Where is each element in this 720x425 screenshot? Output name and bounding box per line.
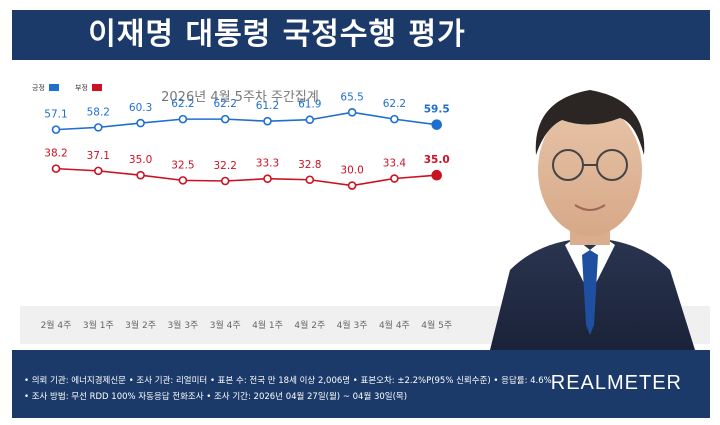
x-tick-label-8: 4월 4주 (379, 319, 410, 331)
data-label-1-1: 37.1 (87, 150, 110, 162)
chart-subtitle: 2026년 4월 5주차 주간집계 (161, 90, 319, 105)
data-label-0-0: 57.1 (44, 109, 67, 121)
data-label-1-5: 33.3 (256, 158, 279, 170)
president-portrait (490, 90, 695, 350)
data-label-0-6: 61.9 (298, 99, 321, 111)
data-point-1-0 (51, 164, 61, 173)
data-label-1-2: 35.0 (129, 154, 152, 166)
data-label-1-6: 32.8 (298, 159, 321, 171)
survey-info-footer: • 의뢰 기관: 에너지경제신문 • 조사 기관: 리얼미터 • 표본 수: 전… (12, 350, 710, 418)
page-title: 이재명 대통령 국정수행 평가 (88, 17, 466, 52)
data-point-1-6 (305, 175, 315, 185)
series-layer: 57.1 58.2 60.3 62.2 62.2 61.2 61.9 65.5 62.2 59.5… (44, 91, 450, 190)
survey-note-line-1: • 의뢰 기관: 에너지경제신문 • 조사 기관: 리얼미터 • 표본 수: 전… (24, 376, 552, 386)
data-point-0-2 (136, 118, 145, 128)
x-tick-label-2: 3월 2주 (125, 319, 156, 331)
legend-label-0: 긍정 (32, 83, 45, 92)
x-tick-label-5: 4월 1주 (252, 319, 283, 331)
survey-note-line-2: • 조사 방법: 무선 RDD 100% 자동응답 전화조사 • 조사 기간: … (24, 392, 408, 402)
data-point-0-9 (431, 119, 443, 130)
realmeter-logo: REALMETER (550, 372, 682, 394)
series-line-1 (55, 167, 437, 187)
data-point-0-6 (305, 115, 315, 125)
data-label-0-4: 62.2 (214, 98, 237, 110)
data-label-1-9: 35.0 (424, 154, 450, 166)
title-banner: 이재명 대통령 국정수행 평가 (12, 10, 710, 60)
data-point-1-9 (431, 169, 443, 181)
data-label-1-3: 32.5 (171, 159, 194, 171)
data-point-0-7 (347, 108, 357, 117)
x-tick-label-7: 4월 3주 (337, 319, 368, 331)
data-point-1-7 (347, 181, 357, 190)
data-point-0-3 (178, 114, 188, 124)
data-label-0-7: 65.5 (340, 91, 363, 103)
x-axis: 2월 4주 3월 1주 3월 2주 3월 3주 3월 4주 4월 1주 4월 2주 4월 3주… (41, 319, 453, 331)
data-point-1-3 (178, 176, 188, 185)
x-tick-label-3: 3월 3주 (167, 319, 198, 331)
legend: 긍정 부정 (32, 83, 102, 92)
data-point-0-0 (51, 125, 61, 134)
data-label-0-2: 60.3 (129, 102, 152, 114)
data-label-0-8: 62.2 (383, 98, 406, 110)
legend-label-1: 부정 (75, 83, 88, 92)
x-tick-label-9: 4월 5주 (421, 319, 452, 331)
legend-swatch-1 (92, 84, 102, 91)
data-point-1-1 (94, 166, 103, 176)
data-point-1-8 (390, 174, 399, 183)
data-label-1-0: 38.2 (44, 148, 67, 160)
data-point-0-4 (220, 114, 230, 124)
x-tick-label-4: 3월 4주 (210, 319, 241, 331)
x-tick-label-1: 3월 1주 (83, 319, 114, 331)
data-point-0-8 (390, 114, 399, 124)
data-label-0-9: 59.5 (424, 104, 450, 116)
data-point-0-1 (94, 123, 103, 132)
legend-swatch-0 (49, 84, 59, 91)
x-tick-label-0: 2월 4주 (41, 319, 72, 331)
data-point-1-2 (136, 170, 145, 180)
data-label-0-1: 58.2 (87, 106, 110, 118)
data-label-0-5: 61.2 (256, 100, 279, 112)
data-label-1-7: 30.0 (340, 165, 363, 177)
data-label-1-8: 33.4 (383, 158, 407, 170)
data-point-1-5 (263, 174, 272, 184)
x-tick-label-6: 4월 2주 (294, 319, 325, 331)
data-label-1-4: 32.2 (214, 160, 237, 172)
data-label-0-3: 62.2 (171, 98, 194, 110)
data-point-0-5 (263, 116, 272, 126)
series-line-0 (55, 111, 437, 131)
data-point-1-4 (220, 176, 230, 186)
